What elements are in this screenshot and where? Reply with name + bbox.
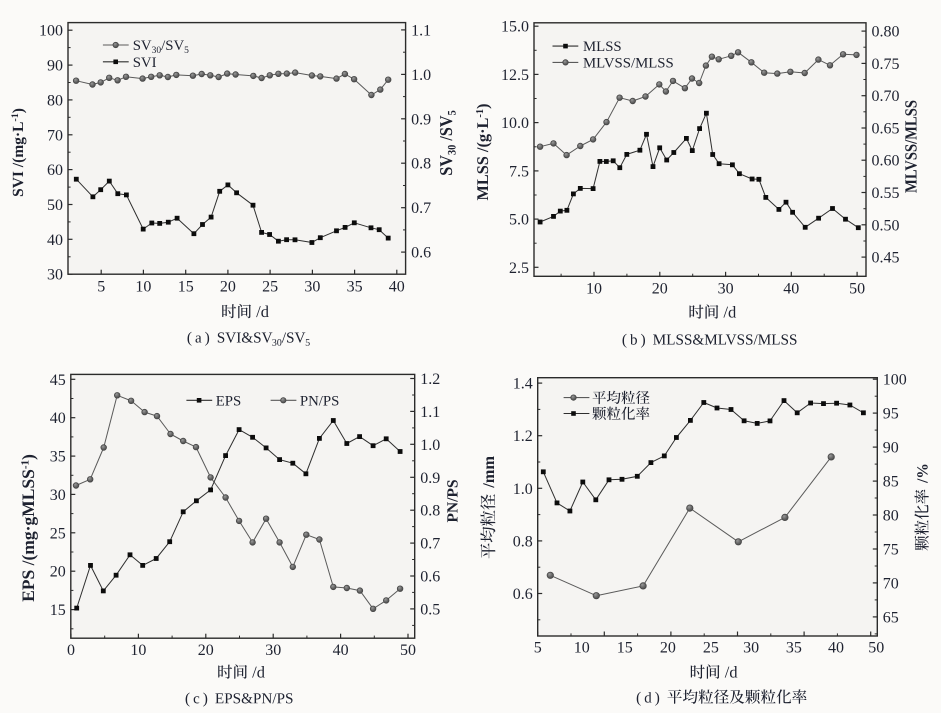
- svg-text:0.80: 0.80: [872, 24, 900, 41]
- svg-text:15: 15: [178, 279, 194, 296]
- svg-text:0.75: 0.75: [872, 56, 900, 73]
- svg-text:10: 10: [130, 642, 146, 659]
- svg-text:1.0: 1.0: [420, 437, 440, 454]
- svg-text:30: 30: [743, 640, 759, 657]
- svg-text:25: 25: [262, 279, 278, 296]
- svg-text:50: 50: [400, 642, 416, 659]
- svg-text:30: 30: [265, 642, 281, 659]
- svg-text:25: 25: [703, 640, 719, 657]
- svg-text:0.9: 0.9: [420, 470, 440, 487]
- svg-text:2.5: 2.5: [509, 260, 529, 277]
- svg-text:5: 5: [97, 279, 105, 296]
- svg-text:80: 80: [883, 508, 899, 525]
- svg-text:12.5: 12.5: [501, 67, 529, 84]
- svg-text:75: 75: [883, 542, 899, 559]
- svg-text:15.0: 15.0: [501, 19, 529, 36]
- svg-text:10.0: 10.0: [501, 115, 529, 132]
- svg-text:0.70: 0.70: [872, 88, 900, 105]
- svg-text:35: 35: [347, 279, 363, 296]
- svg-text:10: 10: [574, 640, 590, 657]
- svg-text:35: 35: [786, 640, 802, 657]
- svg-text:0.65: 0.65: [872, 121, 900, 138]
- svg-text:5: 5: [534, 640, 542, 657]
- svg-text:40: 40: [828, 640, 844, 657]
- svg-text:25: 25: [50, 525, 66, 542]
- svg-text:40: 40: [783, 280, 799, 297]
- svg-text:1.2: 1.2: [513, 428, 533, 445]
- svg-text:40: 40: [47, 232, 63, 249]
- svg-text:1.1: 1.1: [420, 404, 440, 421]
- svg-text:0.6: 0.6: [411, 245, 431, 262]
- svg-text:0: 0: [67, 642, 75, 659]
- svg-text:80: 80: [47, 92, 63, 109]
- svg-text:65: 65: [883, 609, 899, 626]
- svg-text:40: 40: [389, 279, 405, 296]
- svg-text:0.8: 0.8: [513, 533, 533, 550]
- svg-text:100: 100: [39, 23, 63, 40]
- svg-text:45: 45: [50, 372, 66, 389]
- svg-text:SVI: SVI: [133, 55, 157, 71]
- svg-text:20: 20: [50, 564, 66, 581]
- svg-text:70: 70: [47, 127, 63, 144]
- svg-text:1.0: 1.0: [513, 481, 533, 498]
- svg-text:60: 60: [47, 162, 63, 179]
- svg-text:1.1: 1.1: [411, 22, 431, 39]
- svg-text:35: 35: [50, 449, 66, 466]
- svg-text:0.8: 0.8: [420, 503, 440, 520]
- svg-text:50: 50: [849, 280, 865, 297]
- svg-text:10: 10: [586, 280, 602, 297]
- svg-text:50: 50: [868, 640, 884, 657]
- svg-text:50: 50: [47, 197, 63, 214]
- svg-text:85: 85: [883, 474, 899, 491]
- svg-text:10: 10: [135, 279, 151, 296]
- svg-text:SV30/SV5: SV30/SV5: [133, 38, 189, 56]
- svg-text:1.0: 1.0: [411, 67, 431, 84]
- svg-text:0.8: 0.8: [411, 156, 431, 173]
- svg-text:90: 90: [883, 440, 899, 457]
- svg-text:MLVSS/MLSS: MLVSS/MLSS: [583, 55, 674, 71]
- svg-text:0.60: 0.60: [872, 153, 900, 170]
- svg-text:1.4: 1.4: [513, 376, 533, 393]
- svg-text:30: 30: [304, 279, 320, 296]
- svg-text:0.45: 0.45: [872, 250, 900, 267]
- svg-text:40: 40: [50, 410, 66, 427]
- svg-text:0.50: 0.50: [872, 217, 900, 234]
- svg-text:7.5: 7.5: [509, 163, 529, 180]
- svg-text:100: 100: [883, 372, 907, 389]
- svg-text:0.6: 0.6: [513, 586, 533, 603]
- svg-text:1.2: 1.2: [420, 371, 440, 388]
- svg-text:PN/PS: PN/PS: [300, 393, 340, 409]
- svg-text:0.6: 0.6: [420, 569, 440, 586]
- svg-text:15: 15: [617, 640, 633, 657]
- svg-text:20: 20: [660, 640, 676, 657]
- svg-text:20: 20: [652, 280, 668, 297]
- svg-text:30: 30: [50, 487, 66, 504]
- svg-text:0.5: 0.5: [420, 601, 440, 618]
- svg-text:0.7: 0.7: [420, 536, 440, 553]
- svg-text:20: 20: [220, 279, 236, 296]
- svg-text:70: 70: [883, 575, 899, 592]
- svg-text:20: 20: [198, 642, 214, 659]
- svg-text:30: 30: [718, 280, 734, 297]
- svg-text:0.55: 0.55: [872, 185, 900, 202]
- svg-text:0.9: 0.9: [411, 111, 431, 128]
- svg-text:15: 15: [50, 602, 66, 619]
- svg-text:EPS: EPS: [216, 393, 242, 409]
- svg-text:MLSS: MLSS: [583, 39, 622, 55]
- svg-text:5.0: 5.0: [509, 212, 529, 229]
- svg-text:90: 90: [47, 58, 63, 75]
- svg-text:40: 40: [333, 642, 349, 659]
- svg-text:95: 95: [883, 406, 899, 423]
- svg-text:30: 30: [47, 267, 63, 284]
- svg-text:0.7: 0.7: [411, 200, 431, 217]
